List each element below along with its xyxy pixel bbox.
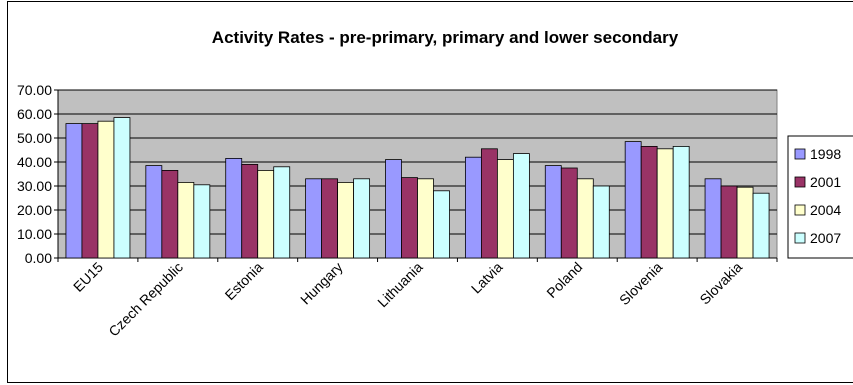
bar-1998-hungary	[305, 178, 323, 259]
y-axis-ticks: 0.00 10.00 20.00 30.00 40.00 50.00 60.00 70.00	[17, 82, 58, 266]
bar-chart: Activity Rates - pre-primary, primary an…	[17, 28, 853, 340]
bar-1998-czech-republic	[145, 165, 163, 259]
bar-2001-eu15	[81, 123, 99, 259]
bar-2004-poland	[576, 178, 594, 259]
bar-1998-lithuania	[385, 159, 402, 259]
bar-2007-slovakia	[752, 192, 770, 259]
bar-2004-estonia	[257, 169, 275, 259]
legend: 1998 2001 2004 2007	[787, 135, 853, 259]
x-category-label: Czech Republic	[105, 259, 186, 340]
x-category-label: Hungary	[297, 259, 346, 308]
bar-2007-latvia	[512, 153, 530, 259]
bar-2007-czech-republic	[193, 184, 211, 259]
y-tick-label: 50.00	[17, 130, 52, 146]
legend-label-2004: 2004	[810, 202, 841, 218]
bar-1998-eu15	[65, 123, 83, 259]
bar-2004-czech-republic	[177, 181, 195, 259]
bar-2007-slovenia	[672, 145, 690, 259]
legend-label-2001: 2001	[810, 174, 841, 190]
bar-2004-slovenia	[656, 148, 674, 259]
bar-2007-lithuania	[433, 190, 450, 259]
bar-1998-poland	[544, 165, 562, 259]
bar-2004-slovakia	[736, 186, 754, 259]
bar-2001-slovenia	[640, 145, 658, 259]
legend-label-2007: 2007	[810, 230, 841, 246]
bar-1998-latvia	[464, 156, 482, 259]
bar-2007-poland	[592, 185, 610, 259]
y-tick-label: 0.00	[25, 250, 52, 266]
x-category-label: Lithuania	[374, 259, 426, 311]
bar-1998-estonia	[225, 157, 243, 259]
legend-swatch-2004	[794, 204, 806, 216]
y-tick-label: 40.00	[17, 154, 52, 170]
x-category-label: Latvia	[468, 259, 506, 297]
bars	[65, 117, 770, 259]
x-axis-category-labels: EU15 Czech Republic Estonia Hungary Lithuani…	[57, 258, 778, 340]
legend-swatch-1998	[794, 148, 806, 160]
y-tick-label: 60.00	[17, 106, 52, 122]
bar-2007-eu15	[113, 117, 131, 259]
bar-2001-estonia	[241, 163, 259, 259]
bar-2001-lithuania	[401, 177, 418, 259]
legend-swatch-2001	[794, 176, 806, 188]
chart-title: Activity Rates - pre-primary, primary an…	[212, 28, 679, 47]
bar-2004-latvia	[496, 159, 514, 259]
chart-frame: Activity Rates - pre-primary, primary an…	[7, 1, 853, 383]
x-category-label: Poland	[543, 259, 585, 301]
bar-2007-estonia	[273, 166, 291, 259]
x-category-label: Slovakia	[696, 259, 745, 308]
bar-2001-czech-republic	[161, 169, 179, 259]
y-tick-label: 70.00	[17, 82, 52, 98]
bar-2001-latvia	[480, 148, 498, 259]
x-category-label: Estonia	[222, 259, 266, 303]
bar-2004-eu15	[97, 120, 115, 259]
y-tick-label: 10.00	[17, 226, 52, 242]
bar-2001-slovakia	[720, 185, 738, 259]
legend-label-1998: 1998	[810, 146, 841, 162]
bar-1998-slovenia	[624, 141, 642, 259]
bar-2004-hungary	[337, 181, 355, 259]
bar-1998-slovakia	[704, 178, 722, 259]
bar-2007-hungary	[353, 178, 371, 259]
y-tick-label: 30.00	[17, 178, 52, 194]
y-tick-label: 20.00	[17, 202, 52, 218]
legend-swatch-2007	[794, 232, 806, 244]
x-category-label: EU15	[70, 259, 106, 295]
bar-2001-hungary	[321, 178, 339, 259]
x-category-label: Slovenia	[616, 259, 665, 308]
bar-2004-lithuania	[417, 178, 434, 259]
bar-2001-poland	[560, 167, 578, 259]
